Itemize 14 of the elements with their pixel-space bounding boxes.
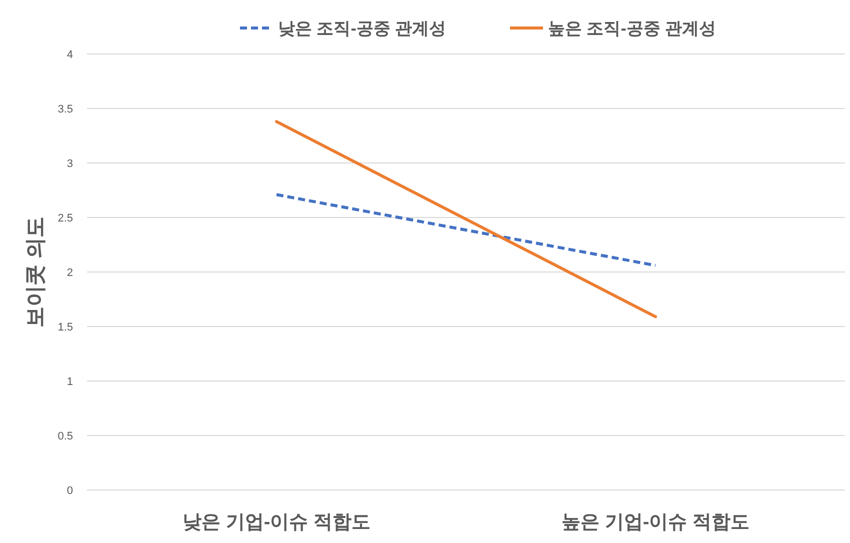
x-tick-label: 높은 기업-이슈 적합도 [562,512,750,533]
y-tick-label: 4 [66,49,73,61]
y-tick-label: 0 [66,485,73,497]
y-tick-label: 2 [66,267,73,279]
y-tick-label: 1 [66,376,73,388]
legend-label: 높은 조직-공중 관계성 [548,19,716,38]
y-tick-label: 3.5 [58,104,73,116]
y-tick-label: 0.5 [58,430,73,442]
y-axis-title: 보이콧 의도 [24,216,47,328]
y-tick-label: 2.5 [58,212,73,224]
x-tick-label: 낮은 기업-이슈 적합도 [182,512,370,533]
y-tick-label: 1.5 [58,322,73,334]
legend-label: 낮은 조직-공중 관계성 [278,19,446,38]
y-tick-label: 3 [66,158,73,170]
